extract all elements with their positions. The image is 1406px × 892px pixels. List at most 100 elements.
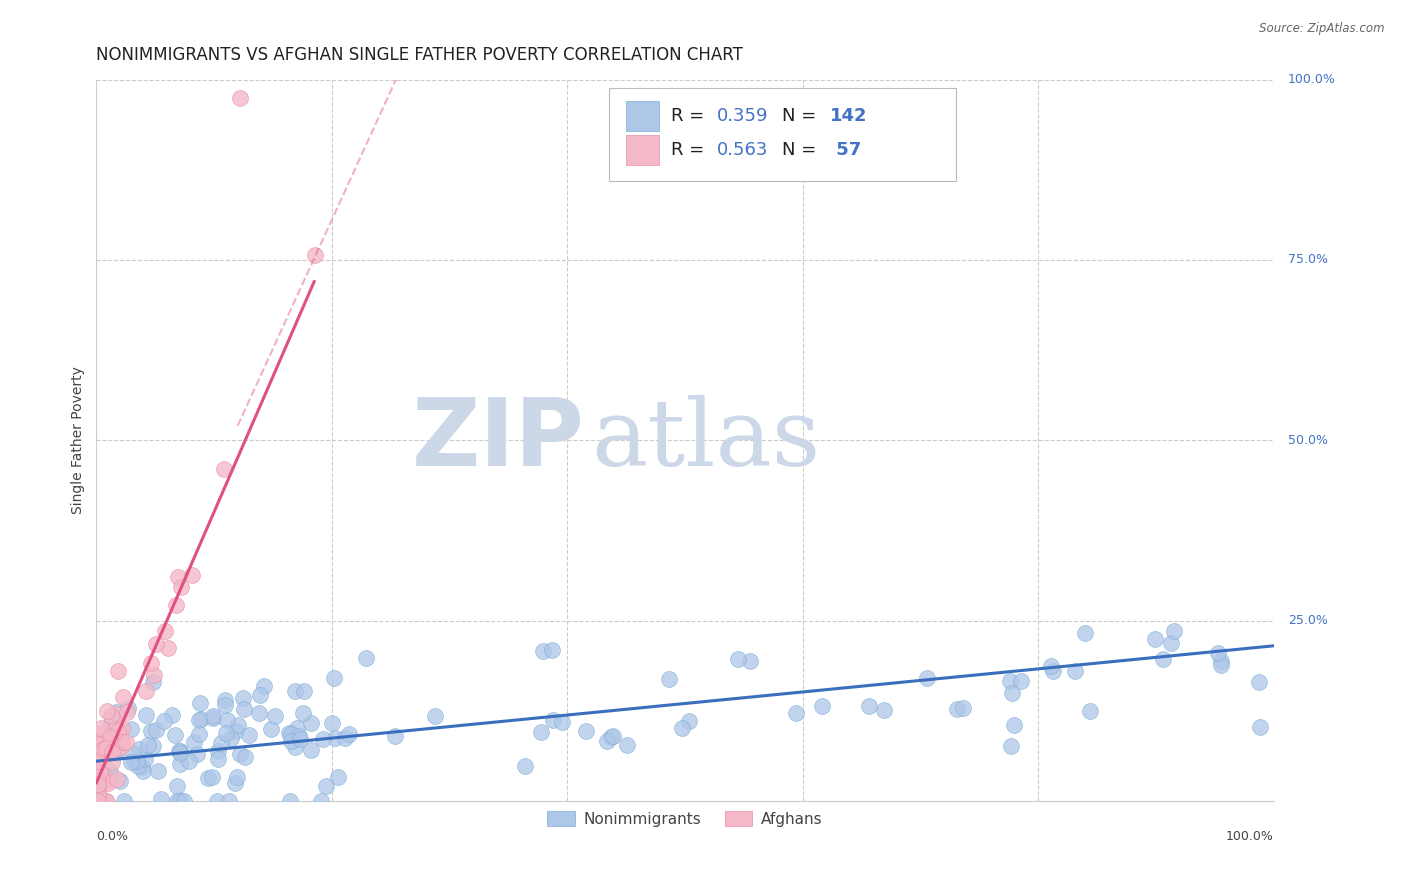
Text: 25.0%: 25.0% [1288, 614, 1327, 627]
Point [141, 657, 163, 671]
Point [541, 714, 564, 728]
Point [165, 728, 187, 742]
Point [304, 247, 326, 261]
Point [112, 794, 135, 808]
Point [1163, 624, 1185, 639]
Text: atlas: atlas [591, 395, 820, 485]
Point [541, 642, 564, 657]
Point [107, 723, 129, 738]
Point [299, 716, 322, 731]
Point [284, 739, 307, 754]
Point [201, 770, 224, 784]
Point [197, 771, 219, 785]
Text: 50.0%: 50.0% [1288, 434, 1327, 447]
Point [1209, 654, 1232, 668]
Point [170, 580, 193, 594]
Point [658, 672, 681, 686]
Point [165, 598, 187, 612]
Point [1078, 704, 1101, 718]
Point [423, 709, 446, 723]
FancyBboxPatch shape [626, 101, 659, 131]
Point [131, 759, 153, 773]
Point [86, 773, 108, 788]
Point [1001, 686, 1024, 700]
Point [96, 739, 118, 754]
Point [264, 709, 287, 723]
Point [238, 728, 260, 742]
Point [91, 742, 114, 756]
Point [90, 725, 112, 739]
Point [1143, 632, 1166, 646]
Point [575, 723, 598, 738]
Point [134, 752, 156, 766]
Point [188, 696, 211, 710]
Point [233, 749, 256, 764]
Point [226, 717, 249, 731]
Point [173, 794, 195, 808]
Point [278, 794, 301, 808]
Point [284, 683, 307, 698]
Point [98, 718, 121, 732]
Point [190, 712, 212, 726]
Point [122, 747, 145, 761]
Text: 100.0%: 100.0% [1288, 73, 1336, 87]
Point [288, 729, 311, 743]
Point [232, 690, 254, 705]
Point [221, 731, 243, 745]
Point [146, 764, 169, 778]
Point [90, 768, 112, 782]
Point [232, 702, 254, 716]
Point [96, 704, 118, 718]
Point [202, 711, 225, 725]
Point [104, 722, 127, 736]
Point [107, 728, 129, 742]
Point [247, 706, 270, 721]
Point [98, 764, 121, 778]
Point [1064, 665, 1087, 679]
Point [188, 727, 211, 741]
Point [111, 721, 134, 735]
Point [678, 714, 700, 729]
Point [128, 742, 150, 756]
Point [111, 735, 134, 749]
Point [946, 702, 969, 716]
Point [169, 793, 191, 807]
Point [166, 569, 188, 583]
Point [259, 723, 281, 737]
Point [214, 462, 236, 476]
Point [328, 770, 350, 784]
Point [100, 741, 122, 756]
Point [94, 794, 117, 808]
Point [86, 777, 108, 791]
Point [114, 735, 136, 749]
Point [124, 754, 146, 768]
Point [1039, 659, 1062, 673]
Point [1000, 739, 1022, 753]
Point [280, 726, 302, 740]
Point [155, 624, 177, 639]
Point [290, 731, 312, 746]
Point [97, 775, 120, 789]
Point [96, 794, 118, 808]
Point [323, 731, 346, 745]
Text: N =: N = [782, 107, 821, 125]
Point [671, 721, 693, 735]
Point [127, 754, 149, 768]
Point [108, 732, 131, 747]
Point [120, 756, 142, 770]
Point [1152, 652, 1174, 666]
Point [1206, 646, 1229, 660]
Point [214, 698, 236, 713]
Point [86, 789, 108, 804]
Text: ZIP: ZIP [412, 394, 585, 486]
Point [280, 734, 302, 748]
Point [115, 705, 138, 719]
Point [120, 723, 142, 737]
Point [169, 744, 191, 758]
Point [103, 724, 125, 739]
Text: N =: N = [782, 141, 821, 160]
Point [207, 752, 229, 766]
FancyBboxPatch shape [609, 88, 956, 180]
Point [312, 732, 335, 747]
Point [105, 743, 128, 757]
